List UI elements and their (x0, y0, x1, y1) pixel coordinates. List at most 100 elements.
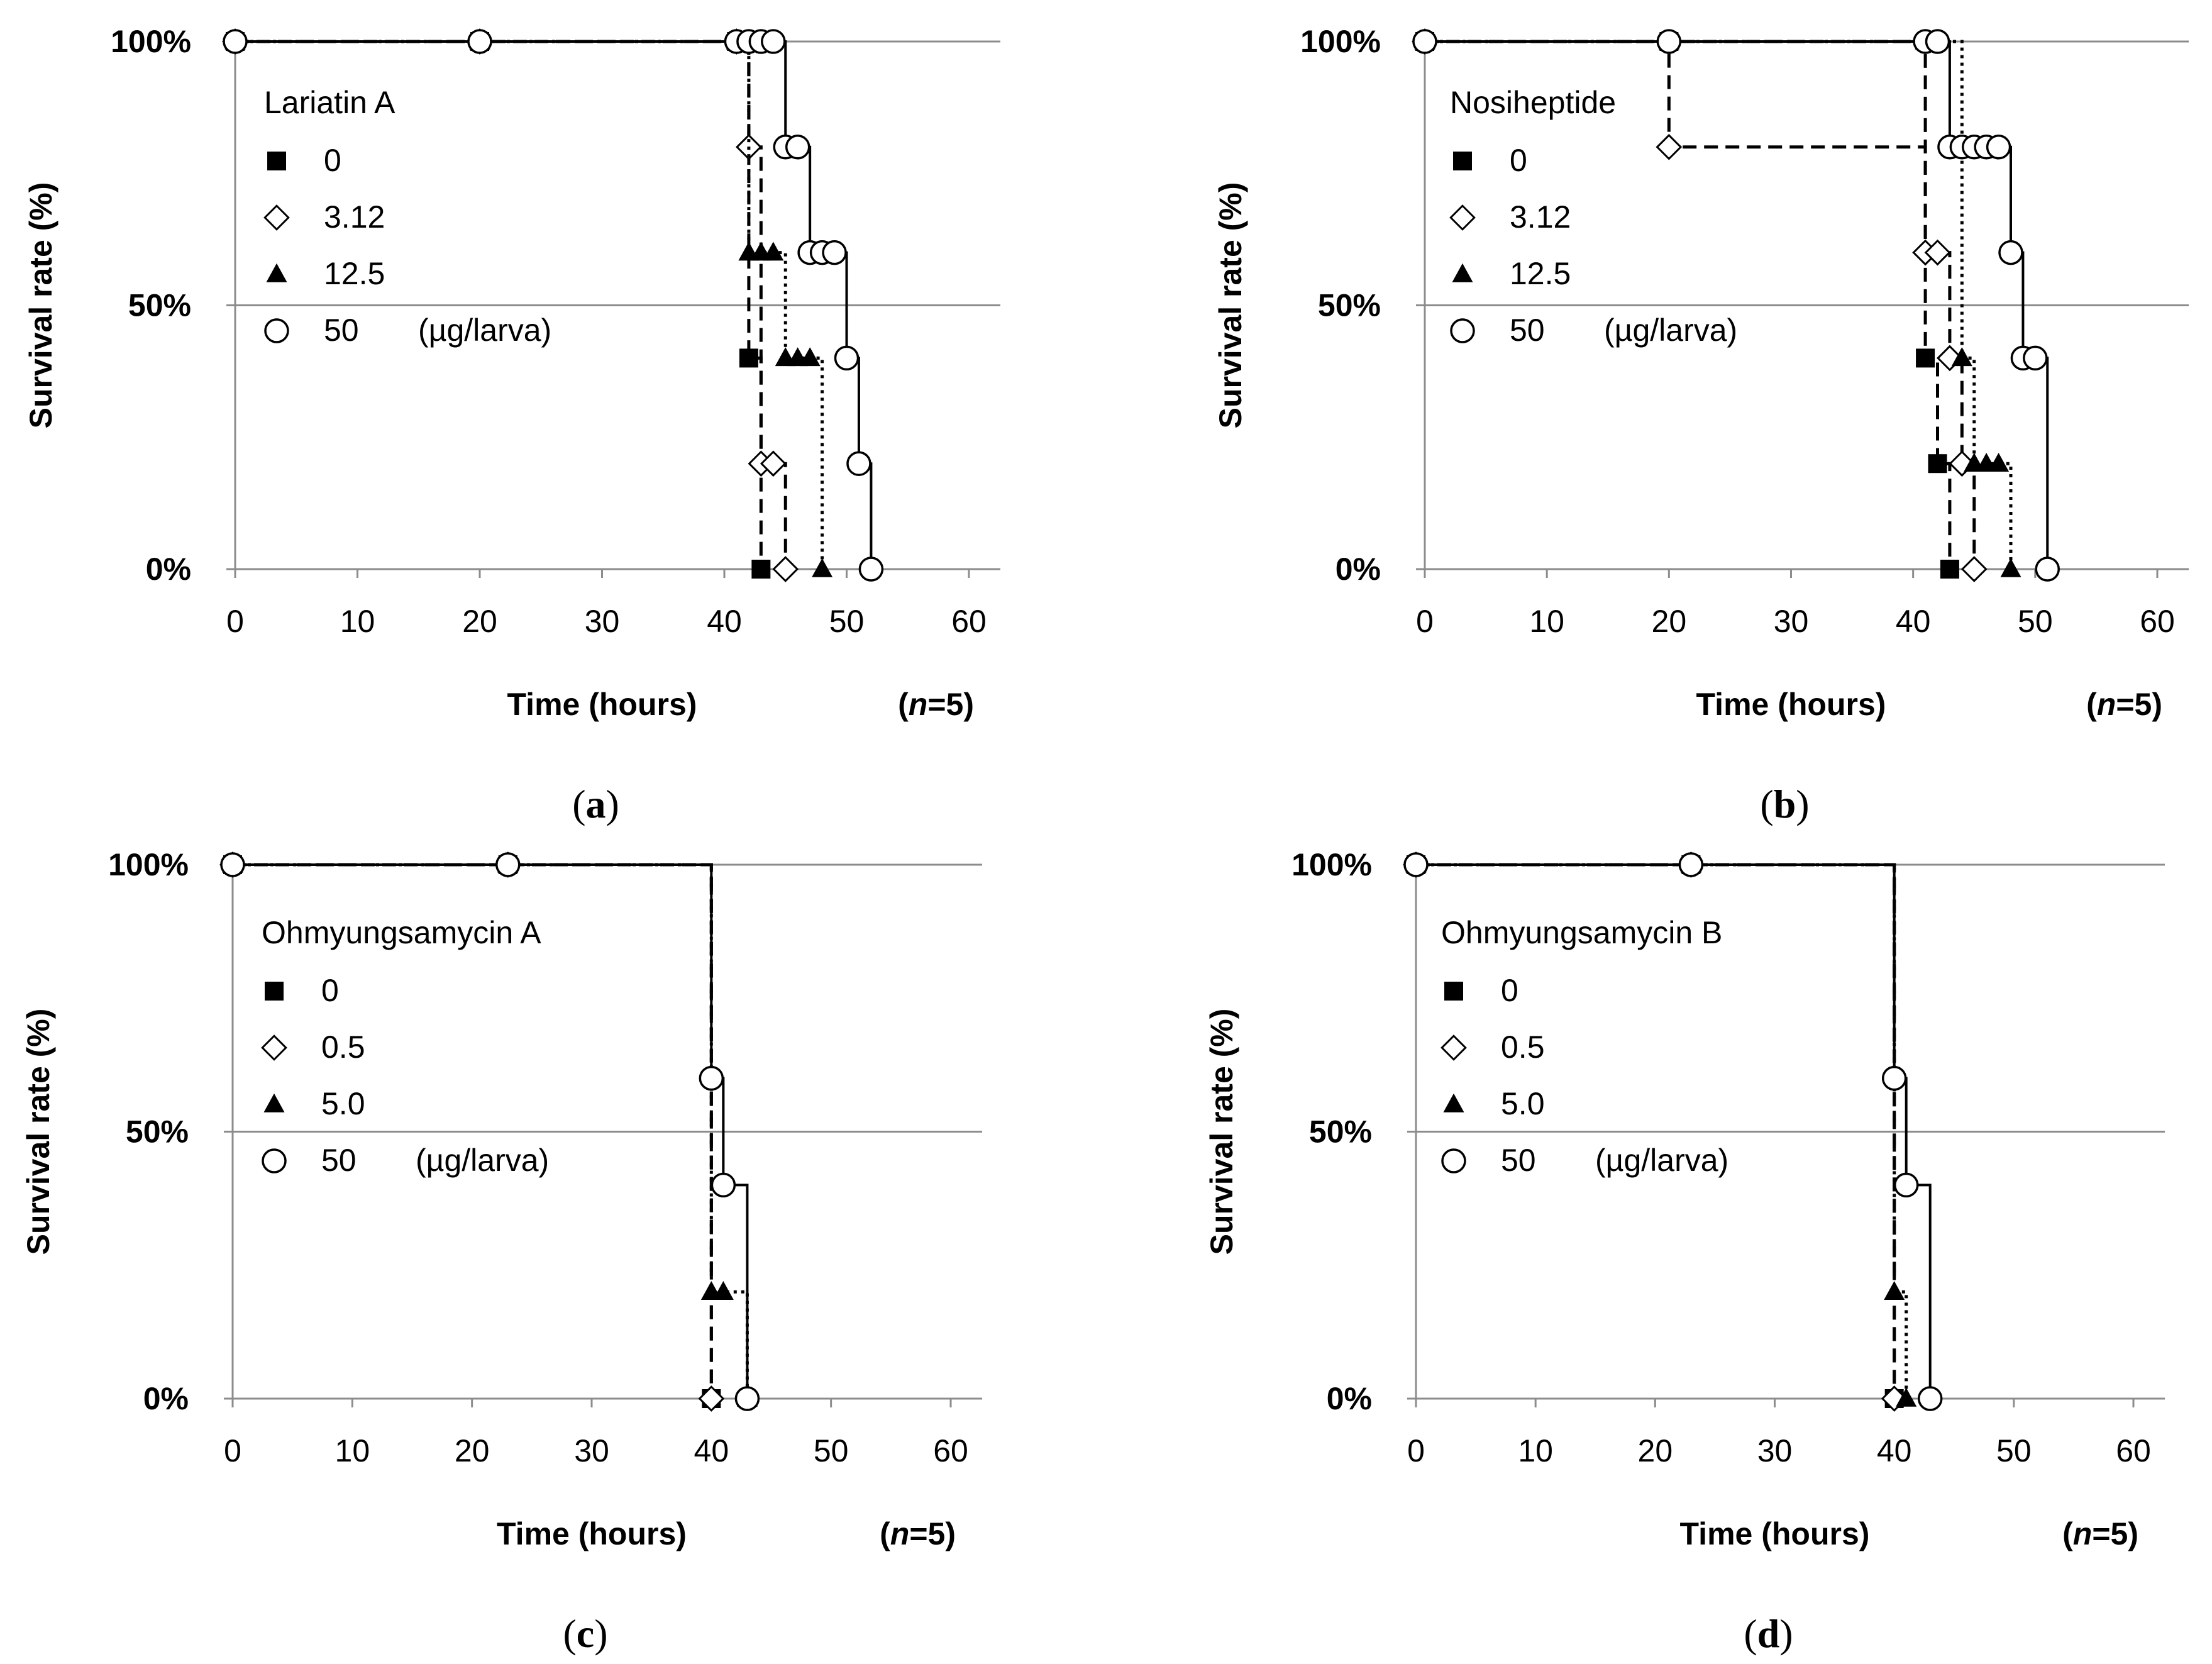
x-tick-label: 60 (2140, 604, 2175, 639)
data-point (1925, 29, 1950, 54)
data-point (1881, 1065, 1907, 1091)
legend-marker (267, 152, 286, 170)
data-point (1916, 348, 1935, 368)
data-point (220, 852, 245, 877)
legend-marker (261, 1034, 287, 1061)
series-3.12 (1412, 28, 1988, 582)
legend-label: 0 (1501, 973, 1518, 1008)
legend-label: 0.5 (321, 1029, 365, 1065)
legend-label: 50 (324, 313, 359, 348)
y-tick-label: 0% (143, 1381, 189, 1416)
panel-label: (d) (1744, 1611, 1793, 1656)
legend-marker (264, 318, 289, 343)
data-point (1986, 135, 2011, 160)
data-point (751, 560, 771, 579)
x-tick-label: 0 (226, 604, 244, 639)
data-point (1412, 29, 1437, 54)
data-point (858, 557, 884, 582)
data-point (1884, 1280, 1905, 1300)
n-count-label: (n=5) (2086, 687, 2162, 722)
data-point (822, 240, 847, 265)
y-tick-label: 50% (1318, 288, 1381, 323)
x-tick-label: 50 (2018, 604, 2053, 639)
x-tick-label: 30 (585, 604, 620, 639)
legend-marker (262, 1148, 287, 1173)
data-point (763, 241, 784, 261)
legend-label: 3.12 (1510, 199, 1571, 235)
y-tick-label: 100% (108, 847, 189, 882)
legend-marker (263, 1093, 285, 1112)
legend-marker (1441, 1034, 1467, 1061)
data-point (846, 451, 871, 476)
data-point (734, 1386, 760, 1411)
legend-marker (1443, 1093, 1464, 1112)
panel-label: (c) (563, 1611, 607, 1656)
legend-label: 0 (321, 973, 339, 1008)
legend-title: Lariatin A (264, 85, 395, 120)
data-point (2000, 558, 2021, 577)
x-tick-label: 30 (574, 1433, 609, 1468)
series-50 (1412, 29, 2060, 582)
data-point (711, 1172, 736, 1198)
legend-unit: (µg/larva) (1595, 1143, 1728, 1178)
y-tick-label: 50% (128, 288, 191, 323)
x-tick-label: 50 (1996, 1433, 2032, 1468)
x-tick-label: 10 (1518, 1433, 1553, 1468)
legend-unit: (µg/larva) (1604, 313, 1737, 348)
data-point (799, 347, 821, 367)
data-point (1940, 560, 1959, 579)
data-point (1951, 347, 1972, 367)
x-tick-label: 20 (462, 604, 497, 639)
data-point (1403, 852, 1429, 877)
n-count-label: (n=5) (898, 687, 974, 722)
x-tick-label: 60 (2116, 1433, 2151, 1468)
data-point (2023, 345, 2048, 371)
y-axis-title: Survival rate (%) (21, 1009, 56, 1255)
legend-marker (1450, 318, 1475, 343)
series-50 (1403, 852, 1943, 1411)
x-tick-label: 50 (814, 1433, 849, 1468)
legend: Lariatin A 0 3.12 12.5 50 (µg/larva) (263, 85, 551, 348)
legend: Ohmyungsamycin B 0 0.5 5.0 50 (µg/larva) (1441, 915, 1728, 1178)
y-tick-label: 0% (146, 552, 191, 587)
x-tick-label: 60 (951, 604, 987, 639)
panel-c: 0% 50% 100% 0 10 20 30 40 50 60 Time (hours) Surviv… (21, 847, 982, 1656)
x-tick-label: 10 (335, 1433, 370, 1468)
legend-marker (1441, 1148, 1466, 1173)
y-tick-label: 100% (1291, 847, 1372, 882)
legend-label: 3.12 (324, 199, 385, 235)
panel-a: 0% 50% 100% 0 10 20 30 40 50 60 Time (hours) Surviv… (23, 24, 1000, 826)
data-point (1656, 29, 1682, 54)
panel-d: 0% 50% 100% 0 10 20 30 40 50 60 Time (hours) Surviv… (1204, 847, 2165, 1656)
legend-unit: (µg/larva) (416, 1143, 549, 1178)
y-axis-title: Survival rate (%) (1204, 1009, 1239, 1255)
y-axis-title: Survival rate (%) (23, 182, 58, 429)
data-point (812, 558, 833, 577)
data-point (699, 1065, 724, 1091)
x-tick-label: 50 (829, 604, 865, 639)
data-point (1928, 454, 1947, 474)
y-tick-label: 50% (126, 1114, 189, 1150)
legend-label: 50 (1510, 313, 1545, 348)
x-tick-label: 40 (694, 1433, 729, 1468)
x-tick-label: 30 (1774, 604, 1809, 639)
x-tick-label: 30 (1757, 1433, 1793, 1468)
legend-marker (1453, 152, 1472, 170)
legend-label: 5.0 (321, 1086, 365, 1121)
data-point (1998, 240, 2023, 265)
data-point (1988, 452, 2010, 472)
y-tick-label: 0% (1327, 1381, 1372, 1416)
x-tick-label: 0 (1416, 604, 1434, 639)
legend: Nosiheptide 0 3.12 12.5 50 (µg/larva) (1449, 85, 1737, 348)
legend-marker (1449, 204, 1476, 231)
data-point (1678, 852, 1704, 877)
legend-marker (1452, 263, 1473, 282)
data-point (761, 29, 786, 54)
data-point (834, 345, 860, 371)
x-axis-title: Time (hours) (497, 1516, 687, 1551)
data-point (467, 29, 492, 54)
x-axis-title: Time (hours) (507, 687, 697, 722)
legend: Ohmyungsamycin A 0 0.5 5.0 50 (µg/larva) (261, 915, 549, 1178)
x-tick-label: 40 (707, 604, 742, 639)
